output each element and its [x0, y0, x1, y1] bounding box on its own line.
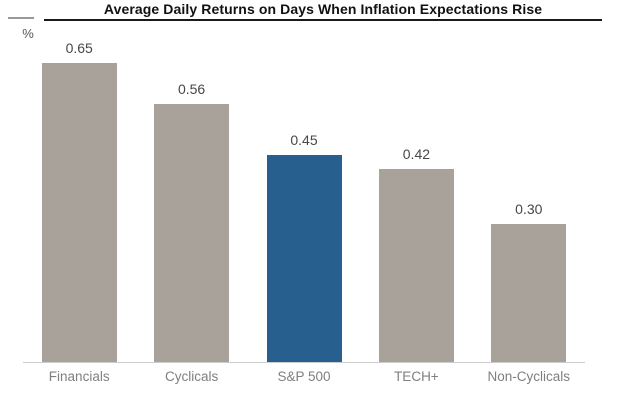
bar-group-financials: 0.65 Financials — [41, 40, 117, 384]
bar-s-p-500 — [266, 155, 342, 362]
category-label-cyclicals: Cyclicals — [164, 369, 219, 384]
category-label-financials: Financials — [48, 369, 110, 384]
bar-value-non-cyclicals: 0.30 — [515, 201, 543, 217]
bar-tech — [378, 169, 454, 362]
bar-non-cyclicals — [491, 224, 567, 362]
header-left-rule — [8, 17, 34, 19]
chart-title: Average Daily Returns on Days When Infla… — [44, 2, 602, 21]
bar-group-tech: 0.42 TECH+ — [378, 40, 454, 384]
bar-financials — [41, 63, 117, 362]
y-axis-unit-label: % — [22, 26, 34, 41]
bar-cyclicals — [154, 104, 230, 362]
plot-area: 0.65 Financials 0.56 Cyclicals 0.45 S&P 500 0.… — [23, 40, 585, 384]
category-label-tech: TECH+ — [394, 369, 439, 384]
bar-value-tech: 0.42 — [402, 146, 431, 162]
category-label-non-cyclicals: Non-Cyclicals — [487, 369, 571, 384]
bar-value-s-p-500: 0.45 — [290, 132, 318, 148]
bar-group-non-cyclicals: 0.30 Non-Cyclicals — [488, 40, 571, 384]
bar-value-cyclicals: 0.56 — [177, 81, 206, 97]
bar-group-cyclicals: 0.56 Cyclicals — [154, 40, 230, 384]
bar-value-financials: 0.65 — [65, 40, 93, 56]
bar-group-s-p-500: 0.45 S&P 500 — [266, 40, 342, 384]
category-label-s-p-500: S&P 500 — [277, 369, 331, 384]
